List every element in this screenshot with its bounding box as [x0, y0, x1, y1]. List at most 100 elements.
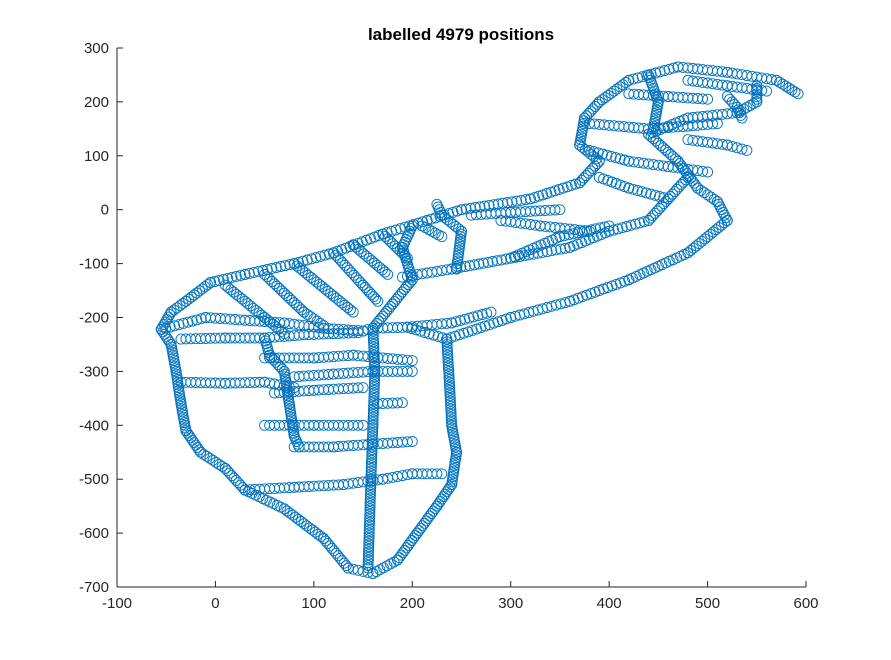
data-point: [188, 289, 200, 301]
data-point: [164, 321, 176, 333]
data-point: [450, 316, 462, 328]
data-point: [445, 398, 456, 410]
data-point: [171, 302, 183, 314]
data-point: [442, 349, 454, 361]
data-point: [555, 243, 567, 255]
data-point: [585, 224, 597, 236]
data-point: [780, 80, 792, 92]
x-tick-label: -100: [102, 595, 132, 612]
data-point: [169, 320, 181, 332]
data-point: [366, 449, 378, 461]
data-point: [682, 171, 694, 183]
data-point: [445, 411, 457, 423]
data-point: [362, 551, 374, 563]
data-point: [445, 403, 457, 415]
data-point: [301, 254, 313, 266]
data-point: [446, 419, 458, 431]
data-point: [629, 218, 641, 230]
data-point: [363, 527, 375, 539]
data-point: [363, 541, 375, 553]
data-point: [636, 186, 648, 198]
data-point: [444, 384, 456, 396]
data-point: [478, 257, 489, 269]
data-point: [369, 363, 381, 375]
data-point: [601, 149, 613, 161]
data-point: [444, 382, 456, 394]
data-point: [252, 265, 264, 277]
data-point: [365, 473, 377, 485]
data-point: [357, 382, 369, 394]
data-point: [496, 254, 508, 266]
data-point: [444, 379, 455, 391]
data-point: [738, 103, 750, 115]
data-point: [488, 317, 500, 329]
data-point: [180, 295, 192, 307]
data-point: [399, 250, 411, 262]
chart-title: labelled 4979 positions: [368, 25, 554, 44]
data-point: [485, 306, 497, 318]
data-point: [533, 190, 545, 202]
data-point: [199, 281, 211, 293]
data-point: [443, 365, 455, 377]
data-point: [786, 84, 798, 96]
data-point: [511, 195, 523, 207]
data-point: [445, 332, 457, 344]
data-point: [357, 419, 369, 431]
data-point: [616, 222, 628, 234]
data-point: [771, 74, 782, 86]
data-point: [442, 355, 454, 367]
data-point: [443, 374, 455, 385]
data-point: [623, 182, 635, 194]
data-point: [481, 307, 493, 319]
data-point: [698, 187, 710, 199]
data-point: [222, 272, 234, 284]
data-point: [270, 262, 282, 273]
data-point: [365, 487, 376, 499]
data-point: [736, 143, 748, 155]
data-point: [549, 204, 561, 216]
data-point: [605, 150, 617, 162]
data-point: [537, 189, 549, 201]
data-point: [372, 295, 384, 307]
data-point: [442, 347, 454, 358]
data-point: [783, 82, 795, 94]
data-point: [459, 261, 471, 272]
data-point: [367, 425, 379, 437]
data-point: [278, 503, 290, 515]
data-point: [662, 193, 674, 205]
data-point: [491, 255, 503, 267]
data-point: [367, 430, 378, 442]
data-point: [640, 187, 652, 199]
data-point: [369, 376, 380, 388]
y-tick-label: -100: [79, 256, 109, 273]
data-point: [406, 436, 418, 447]
data-point: [368, 387, 380, 399]
data-point: [627, 183, 639, 195]
data-point: [442, 357, 454, 369]
data-point: [541, 188, 553, 199]
data-point: [496, 314, 508, 326]
data-point: [524, 193, 536, 205]
data-point: [367, 333, 379, 345]
data-point: [202, 279, 214, 291]
data-point: [364, 489, 376, 501]
data-point: [364, 514, 376, 526]
data-point: [482, 256, 494, 268]
data-point: [751, 93, 763, 105]
data-point: [429, 227, 441, 239]
data-point: [213, 458, 225, 470]
data-point: [365, 460, 377, 472]
data-point: [362, 562, 374, 574]
data-point: [766, 74, 777, 85]
data-point: [572, 292, 584, 304]
data-point: [364, 516, 375, 528]
y-tick-label: -200: [79, 310, 109, 327]
data-point: [198, 448, 210, 460]
data-point: [471, 323, 483, 335]
data-point: [606, 280, 618, 292]
data-point: [697, 93, 709, 105]
data-point: [515, 194, 527, 206]
data-point: [287, 509, 299, 521]
data-point: [281, 505, 293, 517]
data-point: [284, 507, 296, 519]
